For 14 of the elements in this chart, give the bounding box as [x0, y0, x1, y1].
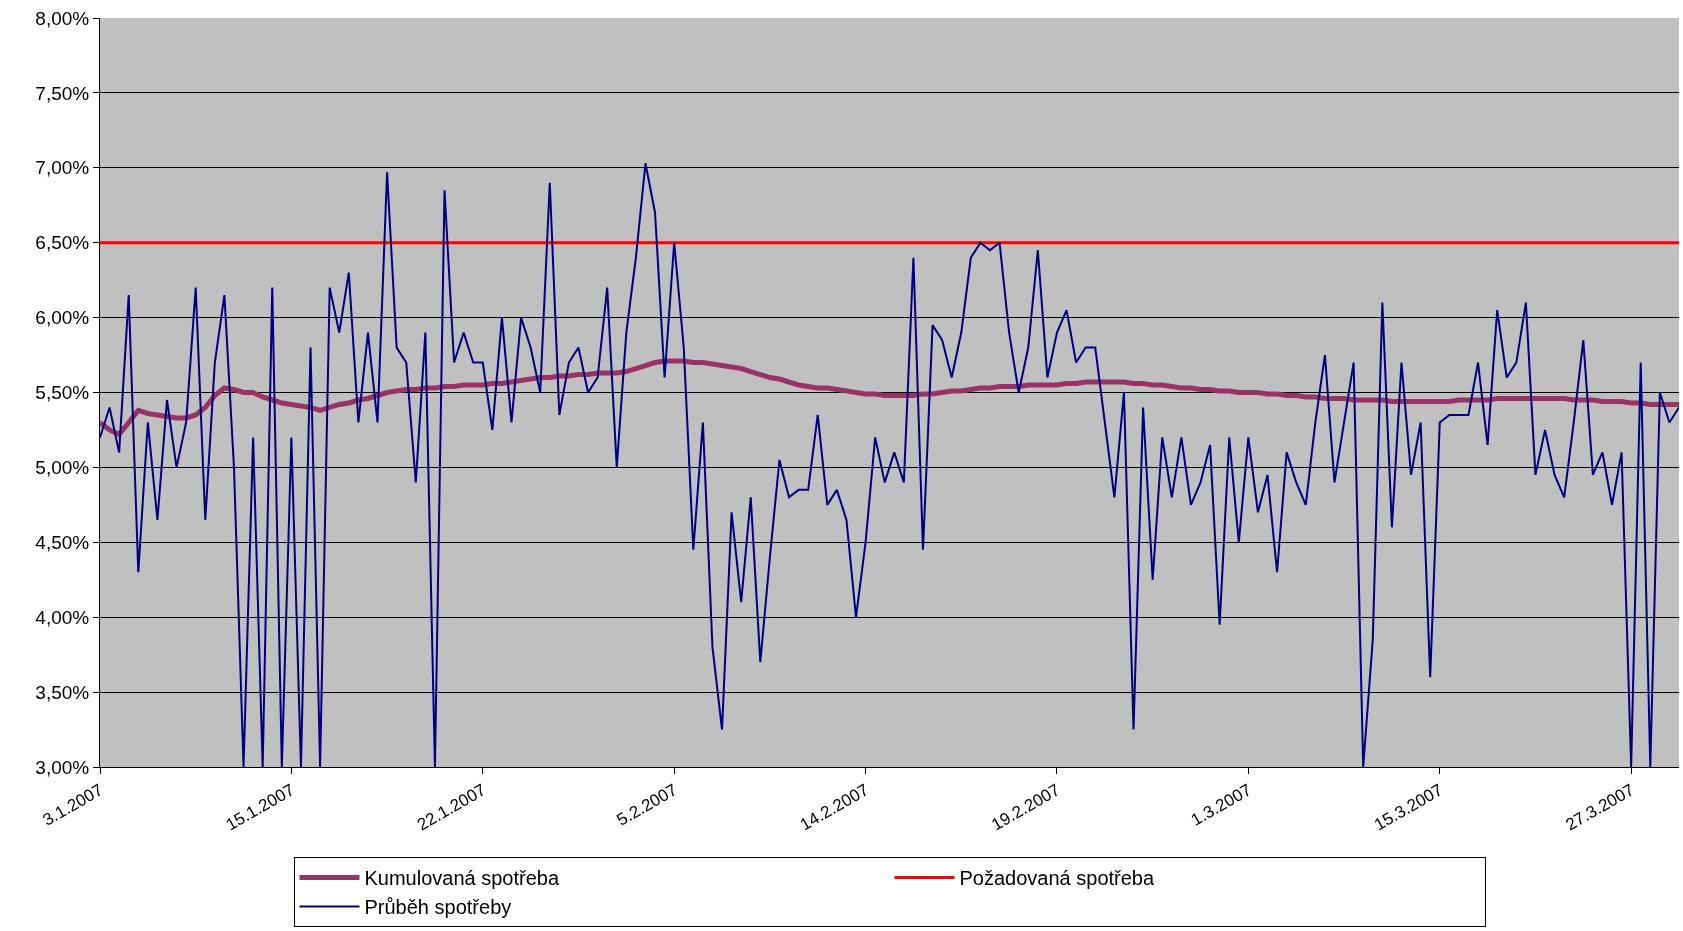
y-tick-label: 8,00% — [35, 7, 90, 29]
legend-label: Kumulovaná spotřeba — [364, 867, 560, 890]
y-tick-label: 6,50% — [35, 232, 90, 254]
legend-label: Průběh spotřeby — [364, 896, 512, 919]
y-tick-label: 3,00% — [35, 756, 90, 778]
y-tick-label: 7,50% — [35, 82, 90, 104]
y-tick-label: 5,00% — [35, 457, 90, 479]
y-tick-label: 5,50% — [35, 382, 90, 404]
y-tick-label: 6,00% — [35, 307, 90, 329]
y-tick-label: 4,50% — [35, 531, 90, 553]
y-tick-label: 7,00% — [35, 157, 90, 179]
legend-label: Požadovaná spotřeba — [959, 867, 1155, 890]
y-tick-label: 3,50% — [35, 681, 90, 703]
y-tick-label: 4,00% — [35, 606, 90, 628]
